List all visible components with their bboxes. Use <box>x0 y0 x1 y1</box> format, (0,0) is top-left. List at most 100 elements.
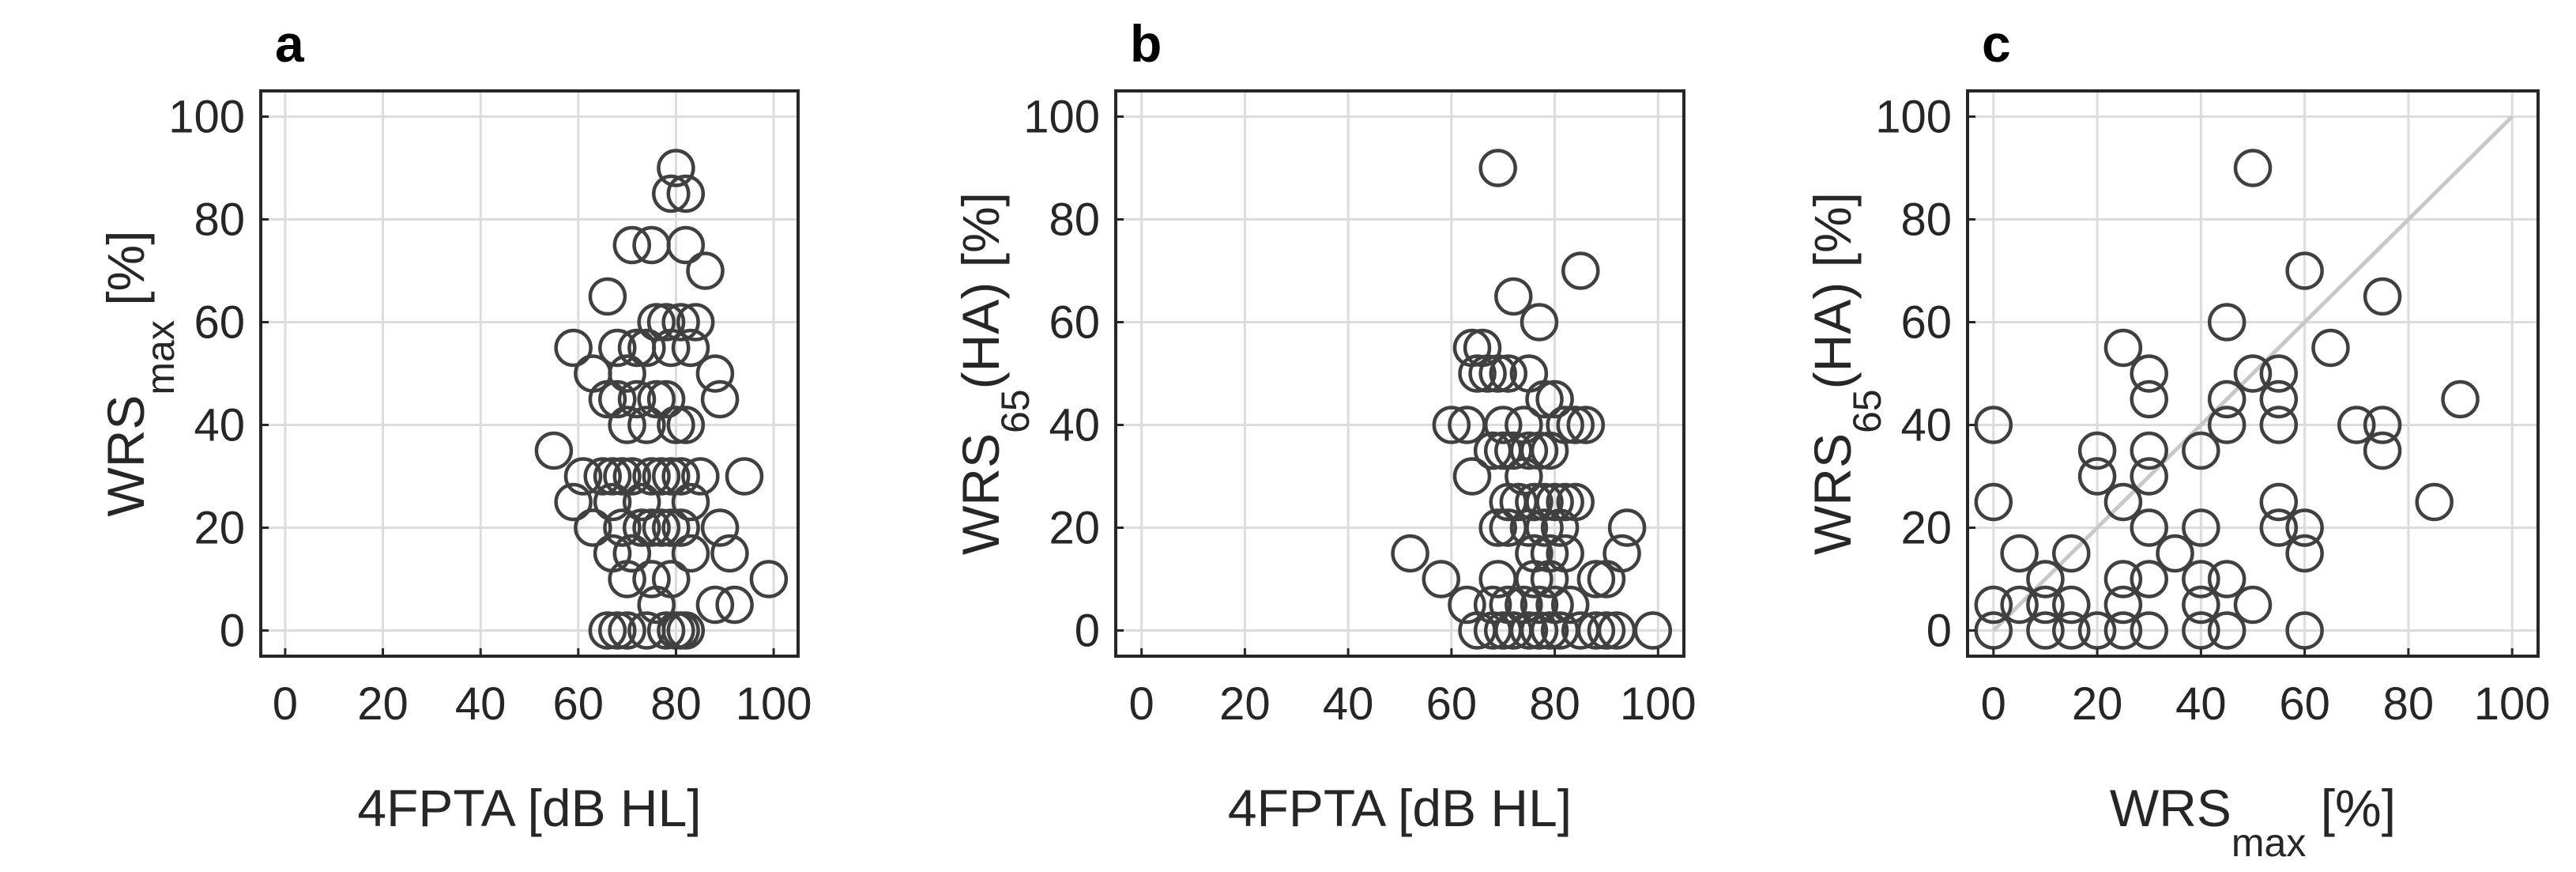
data-point <box>2285 251 2324 290</box>
data-point <box>2026 611 2065 650</box>
data-point <box>2026 560 2065 598</box>
data-point <box>710 534 749 573</box>
x-tick-label: 40 <box>2175 678 2227 730</box>
data-point <box>2130 560 2168 598</box>
data-point <box>1530 431 1569 470</box>
x-tick-label: 0 <box>1129 678 1154 730</box>
data-point <box>1535 482 1574 522</box>
data-point <box>1974 611 2013 650</box>
data-point <box>627 406 666 444</box>
data-point <box>632 225 671 265</box>
data-point <box>2285 508 2324 547</box>
panel-letter: b <box>1130 14 1162 73</box>
data-point <box>2337 406 2376 444</box>
data-point <box>2077 431 2117 470</box>
y-tick-label: 0 <box>1075 606 1100 657</box>
panel-a: 0 20 40 60 80 100 0 20 40 60 80 100 a 4FPTA [dB HL] WR… <box>96 14 812 837</box>
y-axis-label: WRS65(HA) [%] <box>1803 192 1889 555</box>
data-point <box>2130 354 2168 393</box>
data-point <box>2233 149 2273 187</box>
x-axis-label: WRSmax [%] <box>2110 779 2396 865</box>
data-point <box>1607 508 1647 547</box>
y-tick-label: 0 <box>220 606 245 657</box>
plot-area <box>1114 89 1685 658</box>
data-point <box>661 303 700 342</box>
y-axis-label: WRS65(HA) [%] <box>951 192 1038 555</box>
data-point <box>612 457 652 496</box>
data-point <box>1494 277 1533 316</box>
data-point <box>2207 406 2246 444</box>
x-tick-label: 20 <box>1219 678 1271 730</box>
y-tick-label: 100 <box>1875 92 1952 143</box>
x-tick-label: 80 <box>2383 678 2435 730</box>
y-tick-label: 100 <box>1023 92 1100 143</box>
data-point <box>1509 431 1549 470</box>
data-point <box>1525 379 1564 419</box>
axes-frame <box>1114 89 1685 658</box>
data-point <box>1422 560 1461 598</box>
panel-c: 0 20 40 60 80 100 0 20 40 60 80 100 c WRSmax [%] WRS65… <box>1803 14 2551 865</box>
y-tick-label: 20 <box>1900 503 1952 554</box>
data-point <box>652 328 691 368</box>
x-tick-label: 80 <box>650 678 702 730</box>
data-point <box>700 379 740 419</box>
data-point <box>1974 482 2013 522</box>
y-tick-label: 100 <box>168 92 245 143</box>
data-point <box>622 508 661 547</box>
panel-letter: a <box>275 14 305 73</box>
data-point <box>2363 406 2402 444</box>
data-point <box>1633 611 1673 650</box>
data-point <box>1515 482 1554 522</box>
x-tick-label: 100 <box>1620 678 1697 730</box>
data-point <box>1483 406 1523 444</box>
data-point <box>652 174 691 213</box>
data-point <box>593 482 632 522</box>
data-point <box>608 560 646 598</box>
x-tick-label: 60 <box>553 678 604 730</box>
data-point <box>627 328 666 368</box>
data-point <box>1478 149 1517 187</box>
data-point <box>574 508 612 547</box>
data-point <box>1530 611 1569 650</box>
data-point <box>646 611 686 650</box>
data-point <box>1576 611 1616 650</box>
data-point <box>2026 585 2065 625</box>
data-point <box>2103 328 2143 368</box>
data-point <box>2259 482 2299 522</box>
data-point <box>2130 457 2168 496</box>
data-point <box>671 534 710 573</box>
data-point <box>2233 585 2273 625</box>
data-point <box>588 277 627 316</box>
data-point <box>2130 379 2168 419</box>
data-point <box>1432 406 1471 444</box>
data-point <box>666 406 706 444</box>
data-point <box>1520 585 1559 625</box>
data-point <box>598 611 637 650</box>
data-point <box>2130 508 2168 547</box>
data-point <box>695 585 735 625</box>
data-point <box>608 354 646 393</box>
y-tick-label: 20 <box>194 503 245 554</box>
data-point <box>2182 585 2220 625</box>
data-point <box>2103 585 2143 625</box>
x-tick-label: 60 <box>1426 678 1478 730</box>
data-point <box>676 303 715 342</box>
data-point <box>2182 611 2220 650</box>
data-point <box>588 611 627 650</box>
data-point <box>657 149 695 187</box>
data-point <box>661 457 700 496</box>
data-point <box>671 482 710 522</box>
data-point <box>2415 482 2454 522</box>
y-tick-label: 80 <box>1900 194 1952 246</box>
data-point <box>1974 406 2013 444</box>
data-point <box>632 508 671 547</box>
data-point <box>686 251 725 290</box>
data-point <box>1550 585 1590 625</box>
data-point <box>612 225 652 265</box>
data-point <box>1520 611 1559 650</box>
data-point <box>1546 482 1584 522</box>
data-point <box>1468 354 1507 393</box>
data-point <box>1587 611 1626 650</box>
data-point <box>2259 508 2299 547</box>
data-point <box>1458 354 1497 393</box>
